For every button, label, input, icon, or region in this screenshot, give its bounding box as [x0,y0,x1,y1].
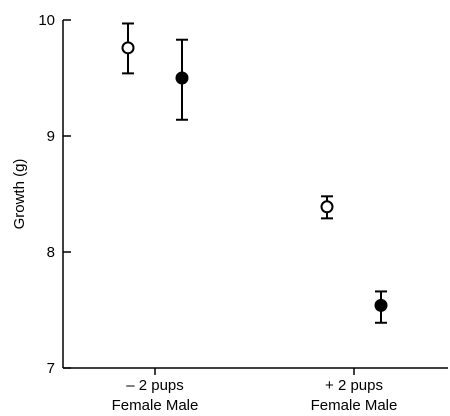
x-categories: – 2 pups Female Male + 2 pups Female Male [112,368,398,414]
y-axis-title: Growth (g) [11,159,28,230]
x-category-label: – 2 pups [126,377,184,394]
data-points [121,22,388,324]
y-tick-label: 9 [47,128,55,145]
filled-marker [374,298,388,312]
axes [62,20,448,369]
open-marker [320,200,334,214]
x-subcategory-label: Female Male [112,397,199,414]
open-marker [121,41,135,55]
data-point-male [175,38,189,121]
y-tick-label: 10 [38,12,55,29]
y-tick-label: 7 [47,360,55,377]
x-category-label: + 2 pups [325,377,383,394]
filled-marker [175,71,189,85]
data-point-male [374,290,388,324]
y-tick-label: 8 [47,244,55,261]
data-point-female [320,195,334,220]
data-point-female [121,22,135,75]
y-ticks: 7 8 9 10 [38,12,71,377]
x-subcategory-label: Female Male [311,397,398,414]
